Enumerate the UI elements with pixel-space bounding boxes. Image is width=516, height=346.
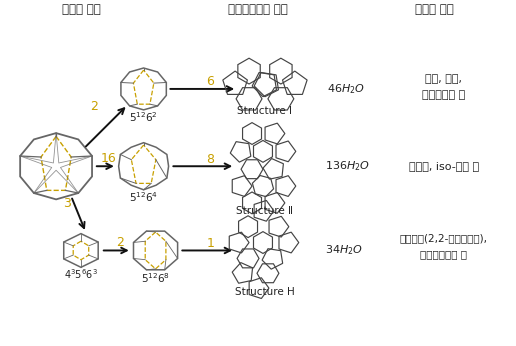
Text: 16: 16 xyxy=(101,152,117,165)
Text: 2: 2 xyxy=(90,100,98,113)
Text: 메탄, 에탄,: 메탄, 에탄, xyxy=(426,74,462,84)
Text: $5^{12}6^8$: $5^{12}6^8$ xyxy=(141,271,170,285)
Text: 하이드레이트 구조: 하이드레이트 구조 xyxy=(228,3,288,16)
Text: Structure H: Structure H xyxy=(235,287,295,297)
Text: $46H_2O$: $46H_2O$ xyxy=(327,82,365,96)
Text: 프로판, iso-부탄 등: 프로판, iso-부탄 등 xyxy=(409,161,479,171)
Text: 게스트 분자: 게스트 분자 xyxy=(415,3,454,16)
Text: 8: 8 xyxy=(206,153,214,166)
Text: $5^{12}6^2$: $5^{12}6^2$ xyxy=(129,110,158,124)
Text: Structure Ⅰ: Structure Ⅰ xyxy=(237,106,293,116)
Text: $4^35^66^3$: $4^35^66^3$ xyxy=(64,267,98,281)
Text: 동공의 종류: 동공의 종류 xyxy=(61,3,100,16)
Text: 1: 1 xyxy=(206,237,214,250)
Text: 3: 3 xyxy=(63,197,71,210)
Text: Structure Ⅱ: Structure Ⅱ xyxy=(236,206,294,216)
Text: $34H_2O$: $34H_2O$ xyxy=(325,244,363,257)
Text: 2: 2 xyxy=(116,236,124,249)
Text: $5^{12}6^4$: $5^{12}6^4$ xyxy=(129,190,158,204)
Text: $136H_2O$: $136H_2O$ xyxy=(325,160,370,173)
Text: 이산화탄소 등: 이산화탄소 등 xyxy=(423,90,465,100)
Text: 네오헥산(2,2-디메틸부탄),: 네오헥산(2,2-디메틸부탄), xyxy=(400,234,488,244)
Text: 6: 6 xyxy=(206,75,214,89)
Text: 사이크로펜탄 등: 사이크로펜탄 등 xyxy=(421,249,467,260)
